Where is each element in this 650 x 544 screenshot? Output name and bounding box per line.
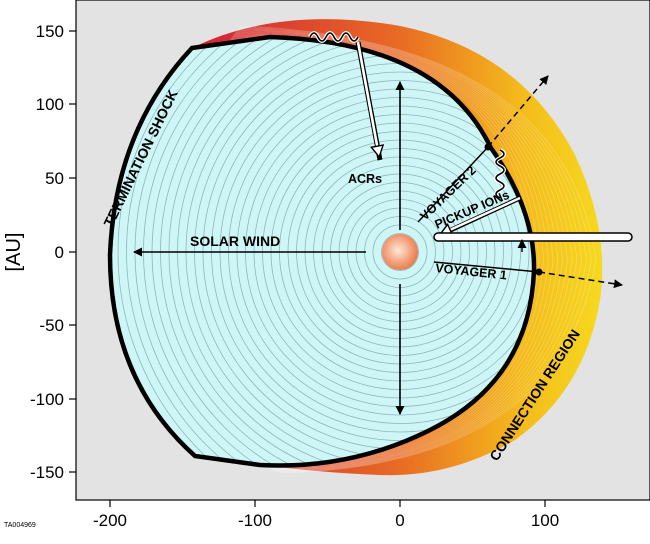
y-tick-label: -100 <box>30 390 64 409</box>
voyager1-track-dashed <box>538 271 623 289</box>
acr-wave <box>309 32 359 42</box>
heliosheath-contour <box>237 28 583 472</box>
heliosheath-contour <box>238 27 587 473</box>
axis-ticks <box>69 30 546 507</box>
plot-frame <box>75 0 650 501</box>
solar-wind-ring <box>117 37 535 466</box>
heliosheath-contour <box>236 30 573 471</box>
heliosheath-contour <box>234 33 564 470</box>
sun <box>382 234 418 270</box>
y-tick-label: 50 <box>45 169 64 188</box>
voyager2-marker <box>484 143 492 151</box>
x-tick-label: -200 <box>93 511 127 530</box>
heliosheath-contour <box>233 35 554 468</box>
inflow-bar <box>433 232 633 242</box>
figure-id: TA004969 <box>4 522 36 529</box>
x-tick-label: -100 <box>238 511 272 530</box>
solar-wind-ring <box>381 233 419 271</box>
heliosheath-contour <box>235 32 568 470</box>
y-tick-label: 150 <box>36 22 64 41</box>
termination-shock-line <box>107 34 537 468</box>
acr-arrow <box>356 41 379 156</box>
solar-wind-label: SOLAR WIND <box>190 233 280 249</box>
voyager2-track <box>417 146 489 223</box>
heliosheath-contour <box>233 34 559 469</box>
y-tick-label: 100 <box>36 95 64 114</box>
voyager1-marker <box>535 268 543 276</box>
y-tick-label: -50 <box>39 316 64 335</box>
voyager1-track <box>433 261 540 273</box>
x-tick-label: 100 <box>531 511 559 530</box>
heliosheath-contour <box>239 26 592 473</box>
voyager2-track-dashed <box>487 75 549 148</box>
heliosheath-contour <box>239 25 597 474</box>
heliosheath-contour <box>236 29 578 471</box>
y-tick-label: 0 <box>55 243 64 262</box>
pickup-arrow <box>441 196 521 234</box>
x-tick-label: 0 <box>395 511 404 530</box>
acrs-label: ACRs <box>348 172 382 186</box>
solar-wind-ring <box>126 37 535 466</box>
pickup-wave <box>495 149 505 199</box>
y-tick-label: -150 <box>30 463 64 482</box>
y-axis-title: [AU] <box>3 233 25 272</box>
